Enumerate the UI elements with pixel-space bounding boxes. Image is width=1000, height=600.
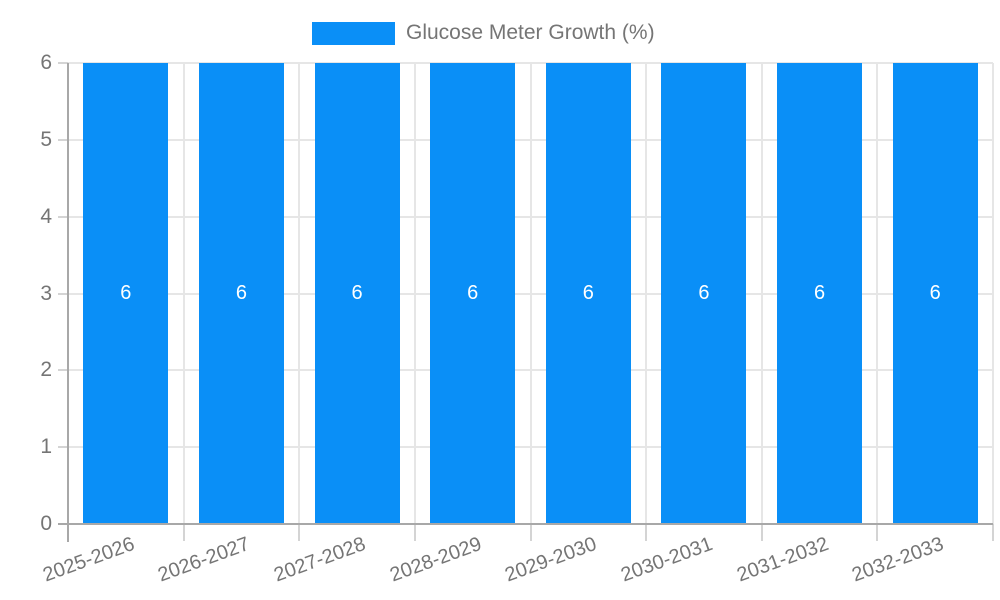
gridline-vertical	[413, 63, 416, 524]
bar-value-label: 6	[929, 282, 941, 304]
bar[interactable]: 6	[83, 63, 169, 524]
bar[interactable]: 6	[892, 63, 978, 524]
bar-value-label: 6	[351, 282, 363, 304]
x-axis-tick	[645, 524, 648, 541]
gridline-vertical	[760, 63, 763, 524]
bar-value-label: 6	[582, 282, 594, 304]
x-axis-tick	[298, 524, 301, 541]
y-axis-tick-label: 5	[40, 127, 52, 151]
legend-swatch	[312, 21, 395, 45]
x-axis-tick	[760, 524, 763, 541]
gridline-vertical	[529, 63, 532, 524]
gridline-vertical	[992, 63, 994, 524]
bar-value-label: 6	[235, 282, 247, 304]
bar[interactable]: 6	[777, 63, 863, 524]
y-axis-tick	[58, 446, 68, 449]
gridline-vertical	[298, 63, 301, 524]
x-axis-line	[58, 523, 993, 525]
gridline-vertical	[645, 63, 648, 524]
x-axis-tick	[182, 524, 185, 541]
bar-value-label: 6	[467, 282, 479, 304]
y-axis-tick-label: 0	[40, 512, 52, 535]
bar[interactable]: 6	[430, 63, 516, 524]
legend-label: Glucose Meter Growth (%)	[406, 21, 655, 44]
y-axis-tick	[58, 292, 68, 295]
x-axis-tick	[876, 524, 879, 541]
y-axis-tick	[58, 215, 68, 218]
y-axis-tick-label: 6	[40, 51, 52, 74]
bar-value-label: 6	[120, 282, 132, 304]
bar[interactable]: 6	[314, 63, 400, 524]
x-axis-tick	[413, 524, 416, 541]
y-axis-tick	[58, 62, 68, 64]
chart-legend: Glucose Meter Growth (%)	[312, 21, 655, 45]
bar[interactable]: 6	[545, 63, 631, 524]
bar[interactable]: 6	[198, 63, 284, 524]
y-axis-tick	[58, 369, 68, 372]
x-axis-tick	[529, 524, 532, 541]
gridline-vertical	[876, 63, 879, 524]
bar-value-label: 6	[814, 282, 826, 304]
x-axis-tick	[992, 524, 994, 541]
y-axis-tick-label: 1	[40, 435, 52, 459]
y-axis-line	[67, 63, 69, 542]
bar-value-label: 6	[698, 282, 710, 304]
y-axis-tick-label: 2	[40, 358, 52, 382]
y-axis-tick-label: 3	[40, 281, 52, 305]
gridline-vertical	[182, 63, 185, 524]
bar[interactable]: 6	[661, 63, 747, 524]
y-axis-tick	[58, 138, 68, 141]
y-axis-tick-label: 4	[40, 204, 52, 228]
